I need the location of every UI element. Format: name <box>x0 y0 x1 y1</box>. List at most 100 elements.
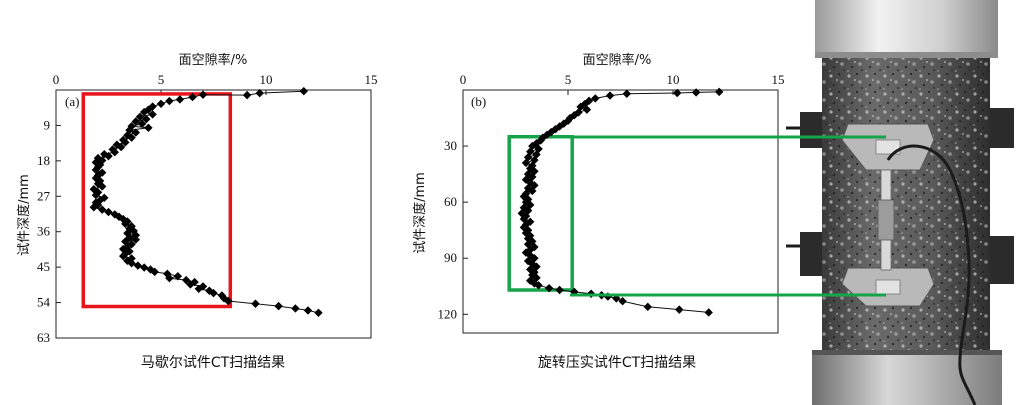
chart-a-data-point <box>121 138 130 147</box>
chart-a-x-tick-label: 10 <box>260 72 273 87</box>
chart-a-data-point <box>251 299 260 308</box>
chart-a-data-point <box>131 231 140 240</box>
chart-a-ylabel: 试件深度/mm <box>16 174 32 256</box>
chart-a-data-point <box>121 219 130 229</box>
chart-b-panel-letter: (b) <box>471 94 486 109</box>
chart-a-data-point <box>104 207 113 217</box>
chart-a-y-tick-label: 9 <box>44 117 51 132</box>
chart-b-data-point <box>675 305 684 314</box>
chart-b-data-point <box>526 178 535 187</box>
chart-a-data-point <box>186 280 195 289</box>
chart-b-x-ticks: 0 5 10 15 <box>460 72 785 95</box>
chart-b-data-point <box>526 245 535 255</box>
chart-a-data-point <box>104 151 113 161</box>
chart-b-data-point <box>530 167 539 176</box>
chart-b-data-point <box>576 102 585 112</box>
chart-b-data-point <box>528 141 537 151</box>
chart-a-data-point <box>127 259 136 268</box>
chart-b-data-point <box>526 147 535 156</box>
chart-b-data-point <box>528 186 537 196</box>
chart-a-y-tick-label: 36 <box>37 224 51 239</box>
chart-b-data-point <box>526 251 535 260</box>
chart-a-data-point <box>131 117 140 126</box>
chart-b-data-point <box>528 259 537 269</box>
chart-a-data-point <box>131 235 140 244</box>
chart-a-data-point <box>182 275 191 285</box>
chart-a-data-point <box>148 110 157 119</box>
chart-b-y-tick-label: 120 <box>438 306 458 321</box>
chart-a-data-point <box>131 128 140 137</box>
chart-a-data-point <box>119 214 128 224</box>
chart-a-highlight-rect <box>81 92 233 309</box>
chart-a-data-point <box>173 271 182 281</box>
chart-a-data-point <box>209 288 218 298</box>
loading-platen-top <box>815 0 998 58</box>
chart-a-data-point <box>98 205 107 214</box>
chart-b-data-point <box>530 242 539 252</box>
chart-b-series <box>517 87 724 317</box>
chart-a-data-point <box>140 107 149 117</box>
chart-b-y-tick-label: 30 <box>444 138 457 153</box>
chart-a-x-tick-label: 15 <box>365 72 378 87</box>
chart-b-data-point <box>547 127 556 137</box>
chart-a-data-point <box>119 135 128 145</box>
chart-a-data-point <box>137 119 147 129</box>
chart-b-data-point <box>519 203 529 212</box>
chart-a-series <box>89 86 323 318</box>
chart-b-data-point <box>536 136 545 145</box>
chart-a-series-line <box>92 90 319 314</box>
chart-a-data-point <box>165 96 174 106</box>
chart-a-data-point <box>142 114 151 124</box>
chart-a-x-ticks: 0 5 10 15 <box>53 72 378 95</box>
chart-b-data-point <box>570 287 579 297</box>
chart-b-data-point <box>538 133 547 142</box>
chart-a-data-point <box>127 133 136 142</box>
chart-b-y-tick-label: 90 <box>444 250 457 265</box>
chart-b-x-tick-label: 5 <box>565 72 572 87</box>
chart-b-x-tick-label: 10 <box>667 72 680 87</box>
chart-b-plot-frame <box>462 89 779 334</box>
chart-a-y-tick-label: 18 <box>37 153 50 168</box>
chart-b-data-point <box>526 217 535 226</box>
chart-b-data-point <box>534 144 543 154</box>
chart-b-data-point <box>523 169 533 179</box>
chart-a-data-point <box>224 296 233 306</box>
chart-a-data-point <box>242 90 252 100</box>
chart-b-data-point <box>673 88 682 98</box>
chart-a-data-point <box>255 88 264 98</box>
chart-a-xlabel: 面空隙率/% <box>179 52 248 68</box>
chart-a-y-tick-label: 27 <box>37 188 51 203</box>
chart-a-y-tick-label: 54 <box>37 295 51 310</box>
chart-a-y-tick-label: 63 <box>37 330 50 345</box>
chart-b-data-point <box>528 172 537 182</box>
chart-a-data-point <box>219 294 229 303</box>
chart-b-x-tick-label: 0 <box>460 72 467 87</box>
chart-a-data-point <box>116 142 126 152</box>
chart-b-data-point <box>523 256 533 266</box>
chart-a-data-point <box>121 249 130 258</box>
chart-b-data-point <box>612 294 621 303</box>
chart-b-data-point <box>643 302 652 312</box>
chart-a-data-point <box>144 123 153 132</box>
chart-b-y-ticks: 30 60 90 120 <box>438 138 468 321</box>
chart-a-data-point <box>194 284 203 293</box>
chart-b-data-point <box>622 89 631 98</box>
chart-a-data-point <box>140 263 149 272</box>
chart-a-data-point <box>291 304 300 313</box>
chart-a-x-tick-label: 5 <box>158 72 165 87</box>
chart-a-data-point <box>125 233 134 242</box>
chart-a-data-point <box>274 301 283 311</box>
chart-b-data-point <box>519 223 529 232</box>
chart-a-data-point <box>150 267 159 277</box>
chart-a-data-point <box>175 95 185 104</box>
chart-b-x-tick-label: 15 <box>772 72 785 87</box>
chart-b-caption: 旋转压实试件CT扫描结果 <box>538 355 696 371</box>
chart-b-data-point <box>530 254 539 263</box>
chart-b-data-point <box>523 234 533 243</box>
chart-a-data-point <box>299 86 308 96</box>
chart-a-data-point <box>89 203 98 212</box>
chart-b-data-point <box>523 240 533 249</box>
chart-a-x-tick-label: 0 <box>53 72 60 87</box>
